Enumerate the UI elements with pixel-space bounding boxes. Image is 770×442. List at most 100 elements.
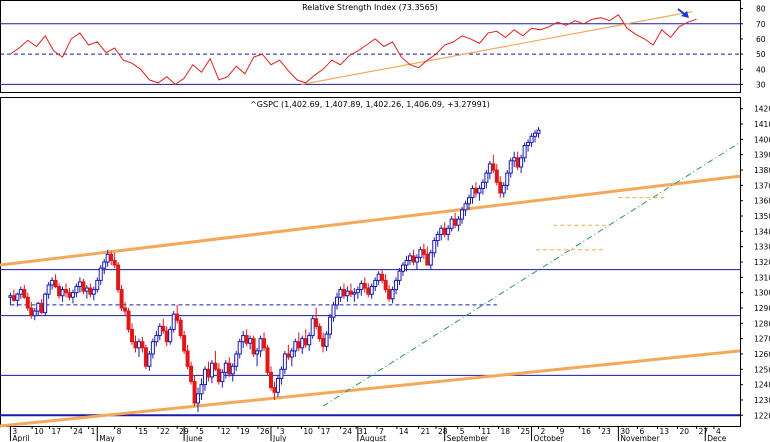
candle-88	[314, 307, 319, 330]
candle-53	[192, 375, 197, 407]
x-month-label-6: October	[534, 434, 565, 442]
rsi-title: Relative Strength Index (73.3565)	[302, 3, 438, 12]
candle-body	[463, 203, 468, 211]
x-day-label-35: 4	[716, 427, 721, 436]
price-title: ^GSPC (1,402.69, 1,407.89, 1,402.26, 1,4…	[250, 100, 490, 109]
candle-body	[258, 338, 263, 352]
x-day-label-5: 8	[117, 427, 122, 436]
candle-body	[182, 335, 187, 352]
candle-body	[341, 289, 346, 297]
candle-body	[154, 335, 159, 343]
candle-65	[234, 350, 239, 371]
candle-122	[432, 237, 437, 258]
price-y-tick-label-1380: 1380	[754, 166, 770, 175]
candle-40	[147, 350, 152, 371]
candle-107	[380, 269, 385, 284]
candle-81	[289, 347, 294, 367]
candle-148	[522, 142, 527, 163]
candle-body	[119, 289, 124, 309]
candle-body	[449, 218, 454, 229]
candle-body	[380, 273, 385, 281]
candle-body	[81, 281, 86, 292]
candle-149	[526, 139, 531, 152]
candle-137	[484, 170, 489, 189]
candle-body	[244, 335, 249, 344]
candle-66	[237, 338, 242, 359]
candle-111	[394, 277, 399, 295]
candle-body	[43, 293, 48, 314]
rsi-trendline-segment	[301, 11, 693, 86]
candle-body	[491, 163, 496, 171]
x-day-label-30: 30	[620, 427, 630, 436]
candle-body	[175, 313, 180, 321]
candle-body	[46, 284, 51, 295]
x-day-label-24: 18	[501, 427, 511, 436]
candle-body	[421, 249, 426, 255]
candle-61	[220, 369, 225, 388]
candle-4	[22, 284, 27, 299]
candle-body	[533, 132, 538, 137]
candle-21	[81, 278, 86, 295]
candle-body	[348, 290, 353, 295]
candle-body	[223, 362, 228, 373]
candle-135	[477, 185, 482, 201]
x-day-label-10: 12	[221, 427, 231, 436]
price-y-tick-label-1360: 1360	[754, 197, 770, 206]
blue-arrow-icon	[677, 8, 689, 18]
candle-body	[460, 209, 465, 220]
candle-body	[411, 255, 416, 263]
candle-body	[77, 281, 82, 288]
x-day-label-32: 13	[659, 427, 669, 436]
candle-42	[154, 330, 159, 347]
candle-body	[251, 338, 256, 355]
x-day-label-18: 7	[379, 427, 384, 436]
candle-body	[91, 289, 96, 295]
candle-58	[209, 360, 214, 384]
candle-body	[161, 325, 166, 332]
candle-body	[484, 172, 489, 183]
candle-49	[178, 317, 183, 339]
x-day-label-19: 14	[399, 427, 409, 436]
rsi-trendline	[301, 11, 693, 86]
candle-30	[112, 252, 117, 269]
candle-body	[157, 325, 162, 337]
x-month-label-4: August	[360, 434, 386, 442]
candle-body	[272, 387, 277, 393]
candle-body	[164, 330, 169, 343]
x-day-label-22: 5	[460, 427, 465, 436]
candle-body	[262, 338, 267, 349]
candle-body	[53, 279, 58, 288]
price-trendline-0	[0, 174, 741, 267]
candle-121	[428, 249, 433, 270]
candle-body	[401, 264, 406, 272]
candle-body	[98, 267, 103, 281]
candle-59	[213, 350, 218, 371]
candle-body	[515, 157, 520, 168]
candle-body	[168, 328, 173, 343]
candle-body	[36, 302, 41, 312]
candle-body	[345, 290, 350, 297]
candle-body	[508, 160, 513, 174]
x-day-label-23: 11	[481, 427, 491, 436]
rsi-y-tick-label-30: 30	[756, 80, 766, 89]
x-day-label-16: 24	[342, 427, 352, 436]
candle-body	[39, 302, 44, 314]
candle-body	[494, 169, 499, 183]
x-day-label-13: 3	[280, 427, 285, 436]
price-candles	[8, 127, 541, 413]
price-horizontal-lines	[0, 269, 740, 417]
candle-body	[425, 253, 430, 266]
candle-64	[230, 363, 235, 382]
candle-113	[401, 262, 406, 276]
candle-39	[143, 344, 148, 370]
candle-93	[331, 301, 336, 322]
x-day-label-1: 10	[34, 427, 44, 436]
candle-body	[178, 319, 183, 337]
price-y-tick-label-1400: 1400	[754, 135, 770, 144]
rsi-y-axis: 30 40 50 60 70 80	[740, 5, 766, 89]
candle-54	[196, 387, 201, 413]
candle-body	[133, 341, 138, 349]
x-day-label-11: 19	[240, 427, 250, 436]
candle-151	[533, 130, 538, 143]
